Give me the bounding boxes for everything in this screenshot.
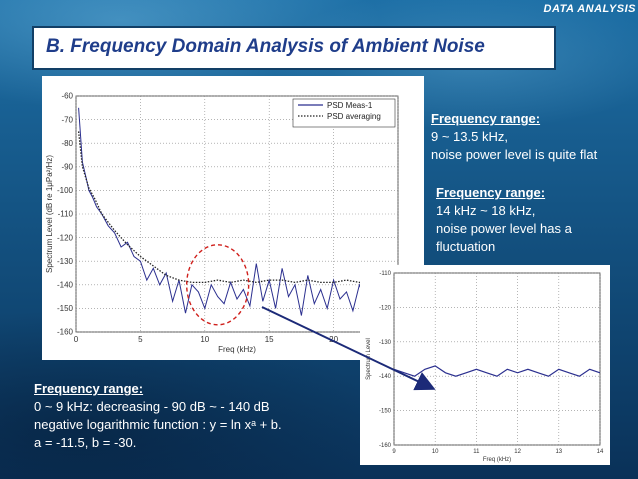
note-flat-range: Frequency range: 9 ~ 13.5 kHz, noise pow… [431,110,631,164]
x-tick-label: 5 [138,335,143,344]
y-tick-label: -160 [57,328,74,337]
x-axis-label: Freq (kHz) [483,457,511,463]
y-tick-label: -130 [379,340,392,346]
zoom-chart-panel: 9 10 11 12 13 14 -110 -120 -130 -140 -150 -160 Freq … [360,265,610,465]
x-tick-label: 13 [555,449,562,455]
series-line [393,365,601,377]
x-tick-label: 11 [473,449,480,455]
x-tick-label: 20 [329,335,338,344]
y-tick-label: -130 [57,257,74,266]
x-tick-label: 10 [200,335,209,344]
series-line [77,131,386,284]
y-tick-label: -80 [61,139,73,148]
legend-label: PSD averaging [327,112,381,121]
legend-label: PSD Meas-1 [327,101,373,110]
y-tick-label: -110 [379,271,391,277]
y-tick-label: -120 [57,233,74,242]
x-tick-label: 10 [432,449,439,455]
y-axis-label: Spectrum Level (dB re 1μPa²/Hz) [45,155,54,273]
note-fluctuation-range: Frequency range: 14 kHz ~ 18 kHz, noise … [436,184,636,256]
x-tick-label: 12 [514,449,521,455]
y-tick-label: -60 [61,92,73,101]
series-line [78,107,386,316]
note-line: 14 kHz ~ 18 kHz, [436,203,536,218]
legend-box [292,98,396,128]
note-line: noise power level is quite flat [431,147,598,162]
note-heading: Frequency range: [431,111,541,126]
main-psd-chart: 0510152025-60-70-80-90-100-110-120-130-1… [45,92,403,354]
section-tag: DATA ANALYSIS [543,3,636,15]
y-tick-label: -140 [57,280,74,289]
x-tick-label: 14 [597,449,604,455]
y-tick-label: -150 [379,409,392,415]
y-tick-label: -150 [57,304,74,313]
zoom-psd-chart: 9 10 11 12 13 14 -110 -120 -130 -140 -150 -160 Freq … [366,271,604,463]
y-tick-label: -70 [61,115,73,124]
title-bar: B. Frequency Domain Analysis of Ambient … [32,26,556,70]
note-line: 9 ~ 13.5 kHz, [431,129,508,144]
note-line: negative logarithmic function : y = ln x… [34,417,282,432]
y-tick-label: -160 [379,443,392,449]
x-tick-label: 9 [392,449,396,455]
note-line: fluctuation [436,239,496,254]
slide-title: B. Frequency Domain Analysis of Ambient … [46,36,485,57]
note-line: a = -11.5, b = -30. [34,435,137,450]
x-axis-label: Freq (kHz) [218,345,256,354]
note-line: noise power level has a [436,221,572,236]
x-tick-label: 0 [74,335,79,344]
y-tick-label: -90 [61,162,73,171]
x-tick-label: 15 [265,335,274,344]
note-heading: Frequency range: [34,381,144,396]
note-heading: Frequency range: [436,185,546,200]
note-line: 0 ~ 9 kHz: decreasing - 90 dB ~ - 140 dB [34,399,270,414]
y-tick-label: -140 [379,374,392,380]
note-decreasing-range: Frequency range: 0 ~ 9 kHz: decreasing -… [34,380,364,452]
y-tick-label: -100 [57,186,74,195]
plot-area [75,95,399,333]
plot-area [393,272,601,446]
y-tick-label: -110 [58,210,74,219]
y-tick-label: -120 [379,305,392,311]
